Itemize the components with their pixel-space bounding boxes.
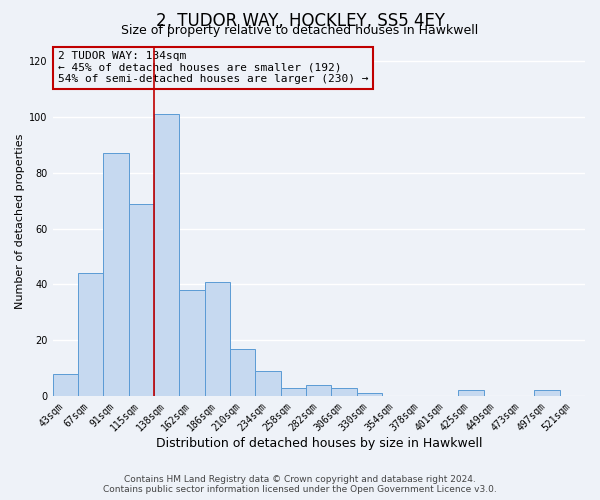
Bar	[179, 290, 205, 396]
Bar	[230, 348, 256, 396]
X-axis label: Distribution of detached houses by size in Hawkwell: Distribution of detached houses by size …	[155, 437, 482, 450]
Text: 2, TUDOR WAY, HOCKLEY, SS5 4EY: 2, TUDOR WAY, HOCKLEY, SS5 4EY	[155, 12, 445, 30]
Text: 2 TUDOR WAY: 134sqm
← 45% of detached houses are smaller (192)
54% of semi-detac: 2 TUDOR WAY: 134sqm ← 45% of detached ho…	[58, 51, 368, 84]
Text: Size of property relative to detached houses in Hawkwell: Size of property relative to detached ho…	[121, 24, 479, 37]
Bar	[103, 154, 128, 396]
Bar	[53, 374, 78, 396]
Bar	[281, 388, 306, 396]
Bar	[78, 274, 103, 396]
Bar	[357, 393, 382, 396]
Bar	[205, 282, 230, 396]
Bar	[534, 390, 560, 396]
Bar	[331, 388, 357, 396]
Bar	[256, 371, 281, 396]
Text: Contains HM Land Registry data © Crown copyright and database right 2024.
Contai: Contains HM Land Registry data © Crown c…	[103, 474, 497, 494]
Bar	[128, 204, 154, 396]
Bar	[458, 390, 484, 396]
Bar	[154, 114, 179, 396]
Y-axis label: Number of detached properties: Number of detached properties	[15, 134, 25, 310]
Bar	[306, 385, 331, 396]
